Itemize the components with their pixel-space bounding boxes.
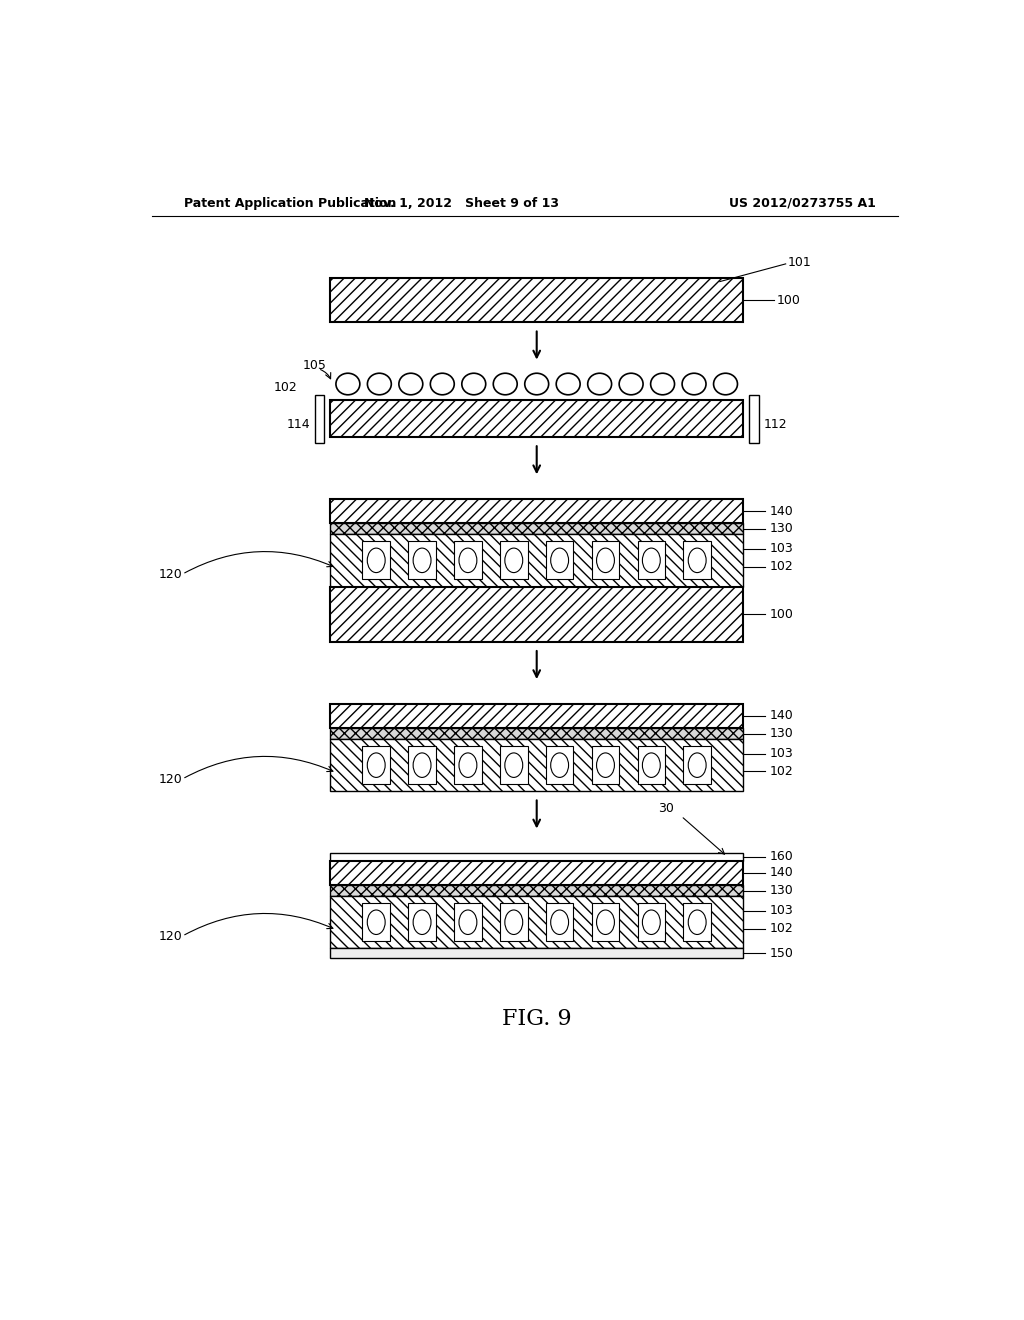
Ellipse shape: [597, 909, 614, 935]
Ellipse shape: [642, 548, 660, 573]
Text: 103: 103: [769, 543, 794, 556]
Bar: [331, 400, 743, 437]
Bar: [331, 886, 743, 896]
Bar: [500, 746, 527, 784]
Text: Nov. 1, 2012   Sheet 9 of 13: Nov. 1, 2012 Sheet 9 of 13: [364, 197, 559, 210]
Bar: [546, 746, 573, 784]
Ellipse shape: [688, 909, 707, 935]
Ellipse shape: [413, 548, 431, 573]
Text: 102: 102: [769, 923, 794, 935]
Text: 30: 30: [657, 801, 674, 814]
Ellipse shape: [459, 909, 477, 935]
Bar: [750, 395, 759, 442]
Bar: [683, 903, 711, 941]
Text: 120: 120: [159, 772, 182, 785]
Text: 103: 103: [769, 747, 794, 760]
Bar: [409, 746, 436, 784]
Bar: [500, 541, 527, 579]
Bar: [331, 861, 743, 886]
Bar: [331, 704, 743, 729]
Ellipse shape: [688, 752, 707, 777]
Ellipse shape: [505, 909, 522, 935]
Text: 112: 112: [763, 417, 786, 430]
Bar: [331, 535, 743, 586]
Text: FIG. 9: FIG. 9: [502, 1008, 571, 1030]
Text: 102: 102: [769, 560, 794, 573]
Ellipse shape: [551, 752, 568, 777]
Bar: [362, 746, 390, 784]
Text: 100: 100: [776, 293, 800, 306]
Bar: [455, 541, 481, 579]
Bar: [331, 853, 743, 861]
Ellipse shape: [551, 909, 568, 935]
Text: 120: 120: [159, 568, 182, 581]
Ellipse shape: [505, 752, 522, 777]
Bar: [331, 586, 743, 642]
Ellipse shape: [597, 548, 614, 573]
Text: 150: 150: [769, 946, 794, 960]
Ellipse shape: [368, 752, 385, 777]
Bar: [455, 746, 481, 784]
Bar: [314, 395, 325, 442]
Bar: [331, 948, 743, 958]
Text: 100: 100: [769, 607, 794, 620]
Bar: [455, 903, 481, 941]
Text: 102: 102: [273, 380, 298, 393]
Text: 140: 140: [769, 866, 794, 879]
Text: 130: 130: [769, 523, 794, 536]
Ellipse shape: [413, 909, 431, 935]
Ellipse shape: [459, 548, 477, 573]
Ellipse shape: [642, 752, 660, 777]
Ellipse shape: [688, 548, 707, 573]
Bar: [638, 541, 666, 579]
Text: 114: 114: [287, 417, 310, 430]
Bar: [592, 903, 620, 941]
Bar: [546, 903, 573, 941]
Text: 130: 130: [769, 727, 794, 741]
Bar: [362, 903, 390, 941]
Text: 140: 140: [769, 709, 794, 722]
Bar: [546, 541, 573, 579]
Text: Patent Application Publication: Patent Application Publication: [183, 197, 396, 210]
Ellipse shape: [368, 548, 385, 573]
Ellipse shape: [597, 752, 614, 777]
Text: 130: 130: [769, 884, 794, 898]
Bar: [331, 499, 743, 523]
Text: 120: 120: [159, 929, 182, 942]
Bar: [331, 739, 743, 792]
Bar: [409, 541, 436, 579]
Ellipse shape: [642, 909, 660, 935]
Bar: [331, 277, 743, 322]
Bar: [683, 541, 711, 579]
Text: 160: 160: [769, 850, 794, 863]
Bar: [331, 524, 743, 535]
Bar: [331, 729, 743, 739]
Text: 101: 101: [788, 256, 812, 269]
Bar: [331, 896, 743, 948]
Bar: [500, 903, 527, 941]
Bar: [592, 746, 620, 784]
Bar: [638, 746, 666, 784]
Ellipse shape: [459, 752, 477, 777]
Ellipse shape: [505, 548, 522, 573]
Text: US 2012/0273755 A1: US 2012/0273755 A1: [729, 197, 876, 210]
Bar: [592, 541, 620, 579]
Text: 102: 102: [769, 766, 794, 777]
Text: 140: 140: [769, 504, 794, 517]
Ellipse shape: [368, 909, 385, 935]
Text: 105: 105: [302, 359, 327, 372]
Ellipse shape: [413, 752, 431, 777]
Bar: [409, 903, 436, 941]
Bar: [638, 903, 666, 941]
Text: 103: 103: [769, 904, 794, 917]
Bar: [683, 746, 711, 784]
Ellipse shape: [551, 548, 568, 573]
Bar: [362, 541, 390, 579]
